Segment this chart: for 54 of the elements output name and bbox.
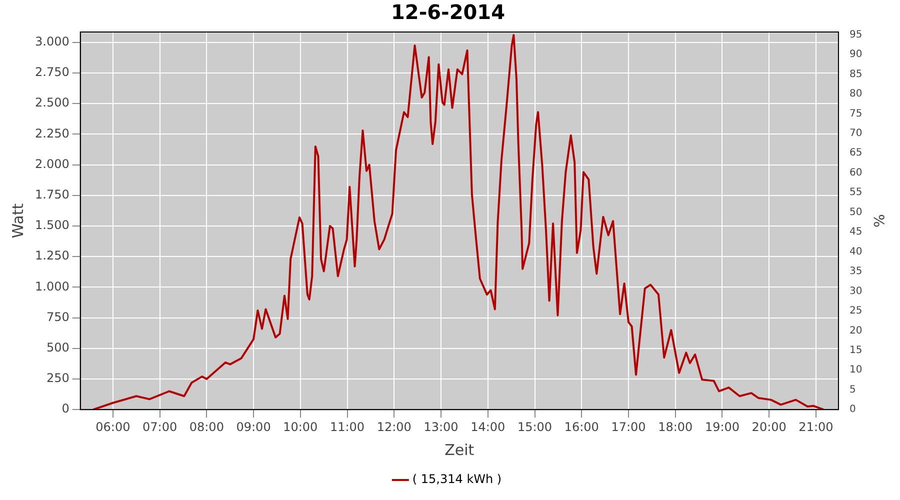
y2-tick-label: 90 — [849, 49, 862, 60]
y2-tick-label: 80 — [849, 88, 862, 100]
y2-tick-label: 55 — [849, 187, 862, 198]
y2-tick-label: 75 — [849, 108, 862, 120]
y2-tick-label: 60 — [849, 167, 862, 178]
x-tick-label: 09:00 — [236, 420, 271, 434]
x-tick-label: 12:00 — [376, 420, 412, 434]
x-tick-label: 06:00 — [96, 420, 130, 434]
y-tick-label: 500 — [46, 340, 70, 355]
y2-tick-label: 50 — [849, 206, 862, 218]
y2-tick-label: 5 — [849, 384, 856, 396]
x-tick-label: 19:00 — [704, 420, 740, 434]
y-tick-label: 1.000 — [34, 279, 70, 294]
x-tick-label: 07:00 — [142, 420, 178, 434]
x-tick-label: 14:00 — [470, 420, 506, 434]
y-tick-label: 2.750 — [34, 65, 70, 80]
y2-tick-label: 15 — [849, 345, 862, 356]
y2-axis-title: % — [870, 214, 886, 228]
y-tick-label: 250 — [46, 371, 70, 386]
y2-tick-label: 40 — [849, 246, 862, 258]
y2-tick-label: 0 — [849, 404, 856, 416]
x-tick-label: 21:00 — [798, 420, 834, 434]
y-tick-label: 0 — [62, 402, 70, 416]
y-tick-label: 3.000 — [34, 34, 70, 49]
x-tick-label: 20:00 — [752, 420, 786, 434]
y2-tick-label: 20 — [849, 325, 862, 336]
y-tick-label: 1.250 — [34, 248, 70, 263]
y2-tick-label: 70 — [849, 128, 862, 139]
y-tick-label: 2.500 — [34, 96, 70, 110]
x-tick-label: 08:00 — [189, 420, 224, 434]
y2-tick-label: 30 — [849, 286, 862, 297]
y2-tick-label: 95 — [849, 29, 862, 40]
y2-tick-label: 65 — [849, 148, 862, 159]
x-tick-label: 10:00 — [283, 420, 318, 434]
x-tick-label: 16:00 — [564, 420, 599, 434]
y2-tick-label: 25 — [849, 306, 862, 317]
y-tick-label: 750 — [46, 310, 70, 324]
y-tick-label: 2.000 — [34, 156, 70, 171]
x-axis-title: Zeit — [444, 440, 474, 459]
y2-tick-label: 35 — [849, 266, 862, 278]
x-tick-label: 15:00 — [517, 420, 552, 434]
y2-tick-label: 85 — [849, 68, 862, 80]
x-tick-label: 18:00 — [658, 420, 693, 434]
y-tick-label: 1.750 — [34, 188, 70, 202]
x-tick-label: 13:00 — [424, 420, 458, 434]
legend-label: ( 15,314 kWh ) — [412, 472, 502, 486]
y-tick-label: 2.250 — [34, 126, 70, 140]
x-tick-label: 17:00 — [611, 420, 646, 434]
x-tick-label: 11:00 — [330, 420, 365, 434]
y2-tick-label: 10 — [849, 364, 862, 376]
y-tick-label: 1.500 — [34, 218, 70, 232]
chart-title: 12-6-2014 — [390, 0, 506, 24]
y-axis-title: Watt — [8, 203, 27, 238]
y2-tick-label: 45 — [849, 226, 862, 238]
